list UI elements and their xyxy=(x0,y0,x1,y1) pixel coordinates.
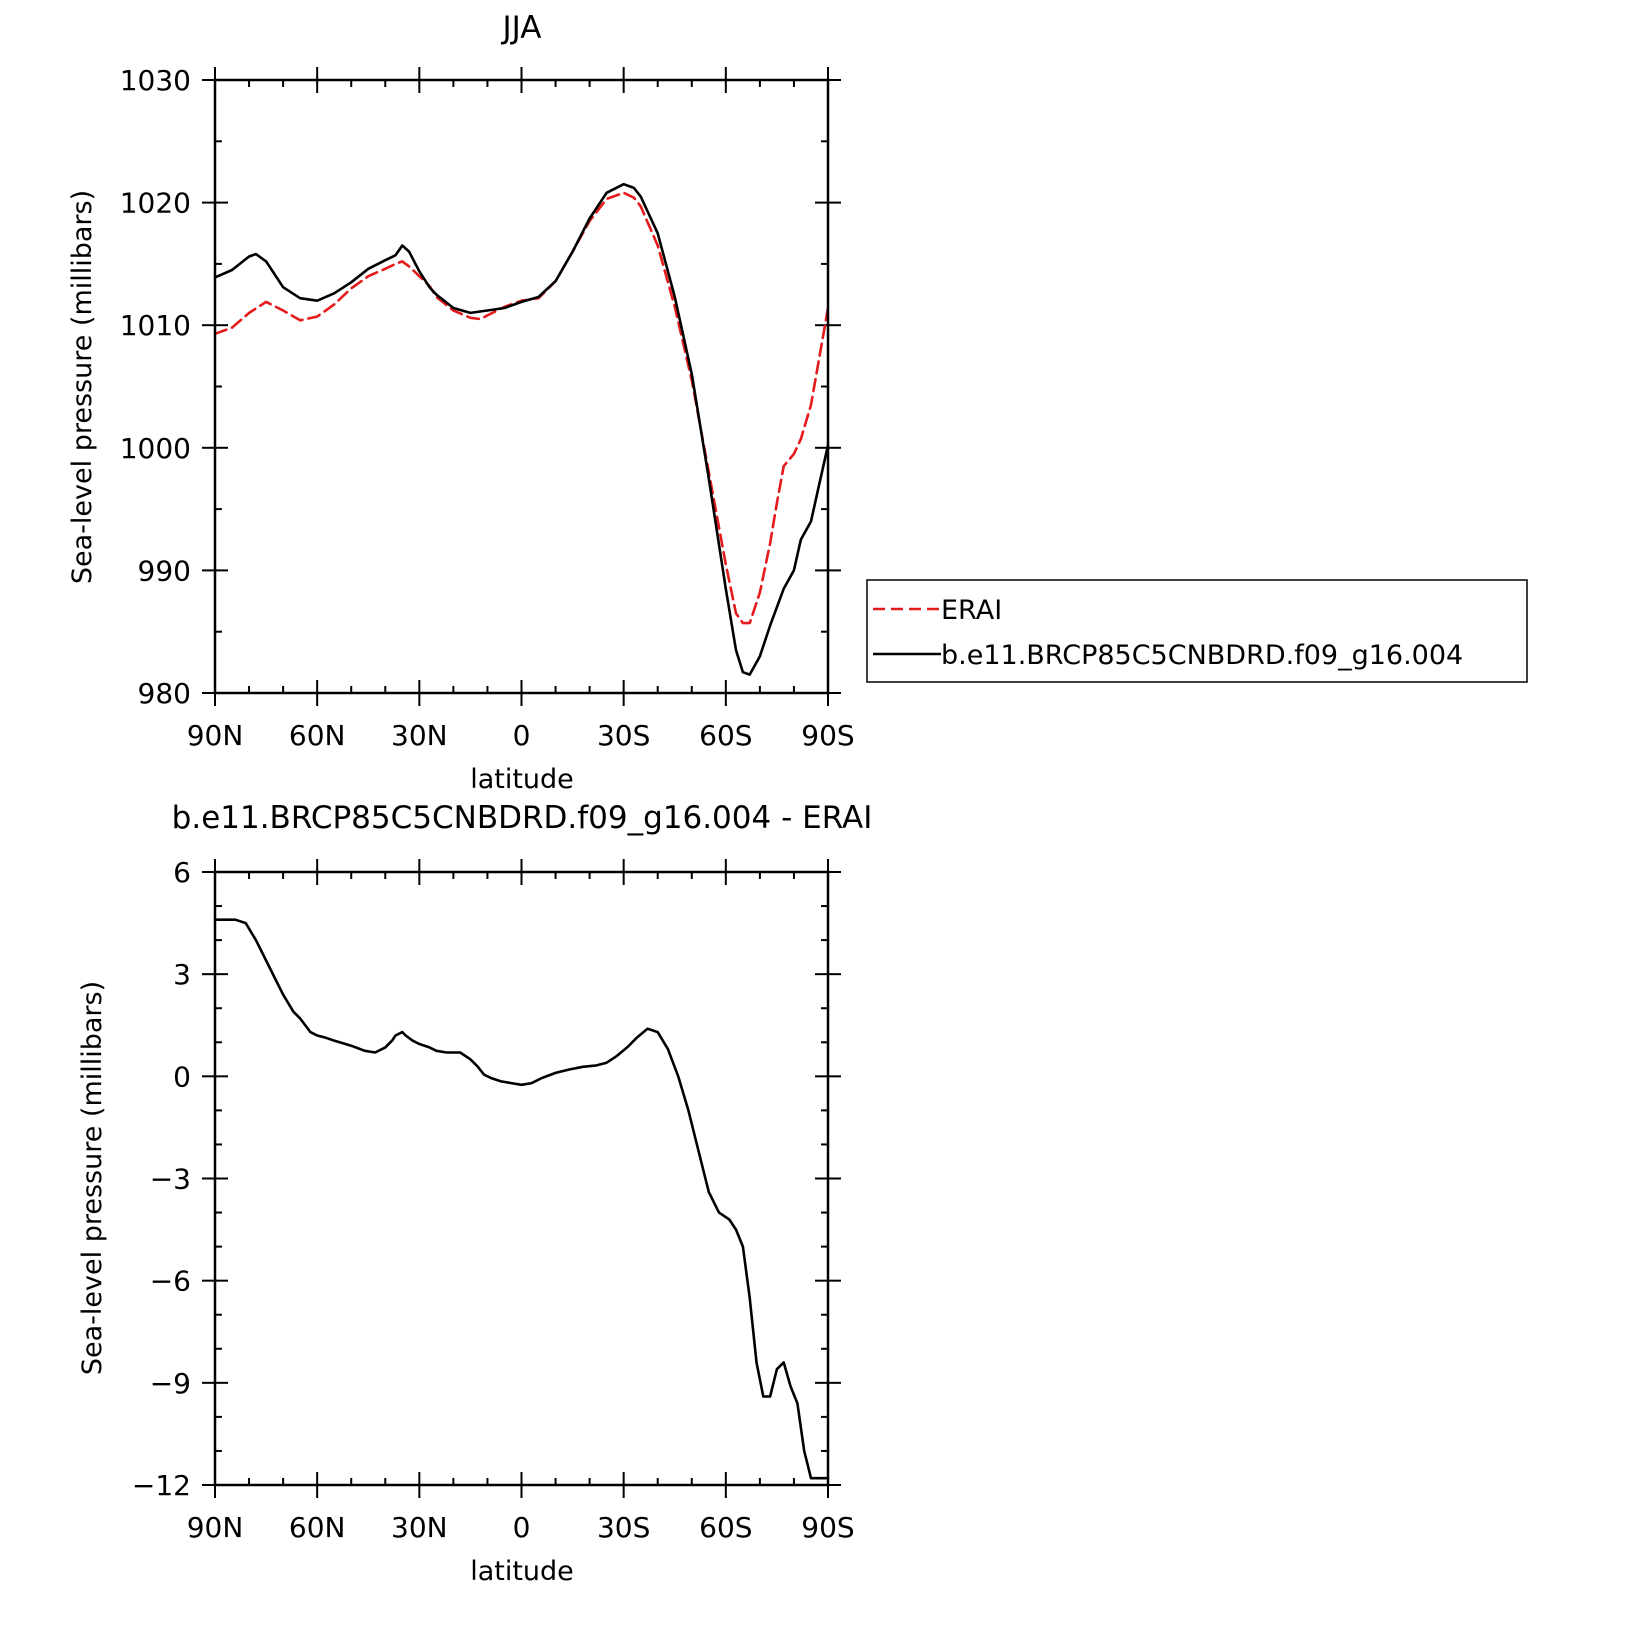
bottom-x-tick-label: 60S xyxy=(699,1511,752,1544)
bottom-y-tick-label: −12 xyxy=(132,1469,191,1502)
bottom-y-tick-label: −3 xyxy=(150,1163,191,1196)
top-x-tick-label: 60S xyxy=(699,719,752,752)
bottom-x-tick-label: 30N xyxy=(391,1511,448,1544)
top-y-axis-label: Sea-level pressure (millibars) xyxy=(67,190,98,584)
legend-label-erai: ERAI xyxy=(941,595,1002,626)
bottom-y-tick-label: −9 xyxy=(150,1367,191,1400)
bottom-tick-labels: 90N 60N 30N 0 30S 60S 90S −12 −9 −6 −3 0 3 6 xyxy=(132,856,855,1544)
bottom-y-tick-label: 6 xyxy=(173,856,191,889)
top-y-tick-label: 1000 xyxy=(120,432,191,465)
top-series-lines xyxy=(213,182,830,676)
bottom-x-tick-label: 0 xyxy=(513,1511,531,1544)
top-x-tick-label: 30N xyxy=(391,719,448,752)
bottom-x-tick-label: 90S xyxy=(801,1511,854,1544)
bottom-x-tick-label: 30S xyxy=(597,1511,650,1544)
bottom-x-tick-label: 60N xyxy=(289,1511,346,1544)
top-x-tick-label: 90S xyxy=(801,719,854,752)
bottom-y-tick-label: −6 xyxy=(150,1265,191,1298)
top-axis-ticks xyxy=(202,67,841,706)
top-series-line-erai xyxy=(213,191,830,625)
top-x-axis-label: latitude xyxy=(470,764,574,795)
legend-label-model: b.e11.BRCP85C5CNBDRD.f09_g16.004 xyxy=(941,640,1463,671)
legend-box xyxy=(866,579,1528,683)
top-plot-frame xyxy=(213,78,830,695)
bottom-x-tick-label: 90N xyxy=(187,1511,244,1544)
top-panel: JJA 90N 60N 30N 0 30S 60S 90S 980 990 1000 1010 102… xyxy=(67,10,1528,795)
top-x-tick-label: 90N xyxy=(187,719,244,752)
bottom-y-tick-label: 3 xyxy=(173,958,191,991)
top-x-tick-label: 0 xyxy=(513,719,531,752)
bottom-y-axis-label: Sea-level pressure (millibars) xyxy=(77,981,108,1375)
bottom-series-line-model xyxy=(213,918,830,1480)
top-y-tick-label: 1030 xyxy=(120,64,191,97)
bottom-axis-ticks xyxy=(202,859,841,1498)
top-y-tick-label: 1020 xyxy=(120,187,191,220)
top-y-tick-label: 990 xyxy=(138,554,191,587)
top-tick-labels: 90N 60N 30N 0 30S 60S 90S 980 990 1000 1010 1020 103… xyxy=(120,64,855,752)
top-chart-title: JJA xyxy=(501,10,542,46)
bottom-panel: b.e11.BRCP85C5CNBDRD.f09_g16.004 - ERAI … xyxy=(77,800,872,1587)
bottom-series-lines xyxy=(213,918,830,1480)
top-x-tick-label: 60N xyxy=(289,719,346,752)
top-x-tick-label: 30S xyxy=(597,719,650,752)
top-series-line-model xyxy=(213,182,830,676)
bottom-y-tick-label: 0 xyxy=(173,1060,191,1093)
bottom-x-axis-label: latitude xyxy=(470,1556,574,1587)
bottom-chart-title: b.e11.BRCP85C5CNBDRD.f09_g16.004 - ERAI xyxy=(172,800,873,836)
bottom-plot-frame xyxy=(213,870,830,1487)
legend: ERAI b.e11.BRCP85C5CNBDRD.f09_g16.004 xyxy=(866,579,1528,683)
top-y-tick-label: 1010 xyxy=(120,309,191,342)
top-y-tick-label: 980 xyxy=(138,677,191,710)
